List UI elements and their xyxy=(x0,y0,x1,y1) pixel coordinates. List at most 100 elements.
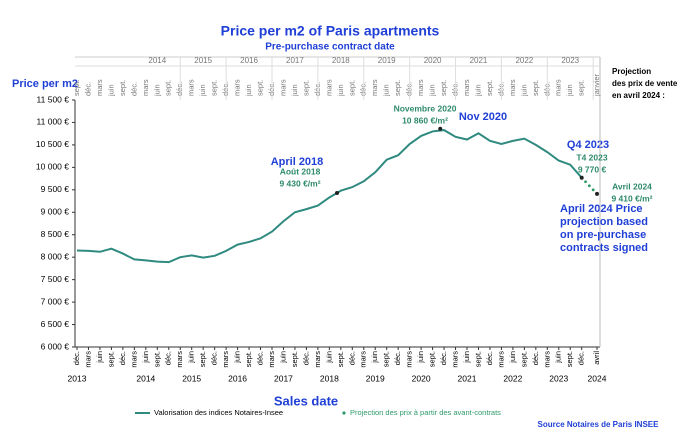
x-tick-label: mars xyxy=(405,351,414,368)
top-year-label: 2014 xyxy=(148,56,166,65)
top-tick-label: déc. xyxy=(129,82,138,96)
x-tick-label: mars xyxy=(175,351,184,368)
y-tick-label: 7 000 € xyxy=(41,296,70,306)
x-tick-label: mars xyxy=(542,351,551,368)
y-tick-label: 11 500 € xyxy=(37,94,70,104)
x-tick-label: déc. xyxy=(393,351,402,365)
side-note: en avril 2024 : xyxy=(612,91,665,100)
x-tick-label: juin xyxy=(278,351,287,364)
x-tick-label: mars xyxy=(313,351,322,368)
top-tick-label: déc. xyxy=(496,82,505,96)
annotation-dot xyxy=(438,126,443,131)
top-tick-label: mars xyxy=(370,79,379,96)
side-note: Projection xyxy=(612,67,651,76)
top-tick-label: sept. xyxy=(210,80,219,96)
x-year-label: 2019 xyxy=(366,373,385,383)
top-tick-label: déc. xyxy=(83,82,92,96)
x-tick-label: juin xyxy=(95,351,104,364)
top-year-label: 2023 xyxy=(561,56,579,65)
x-tick-label: déc. xyxy=(531,351,540,365)
top-tick-label: juin xyxy=(152,84,161,97)
note: Nov 2020 xyxy=(459,111,507,123)
y-tick-label: 8 000 € xyxy=(41,251,70,261)
x-tick-label: déc. xyxy=(72,351,81,365)
side-note: des prix de vente xyxy=(612,79,678,88)
x-year-label: 2023 xyxy=(549,373,568,383)
chart-title: Price per m2 of Paris apartments xyxy=(221,23,440,39)
x-tick-label: juin xyxy=(554,351,563,364)
top-tick-label: janvier xyxy=(592,73,601,97)
x-tick-label: juin xyxy=(187,351,196,364)
top-tick-label: déc. xyxy=(359,82,368,96)
annotation-label: 9 430 €/m² xyxy=(279,178,320,188)
top-year-label: 2020 xyxy=(424,56,442,65)
top-tick-label: déc. xyxy=(405,82,414,96)
x-tick-label: mars xyxy=(359,351,368,368)
x-tick-label: mars xyxy=(451,351,460,368)
y-tick-label: 8 500 € xyxy=(41,229,70,239)
x-tick-label: sept. xyxy=(244,351,253,367)
top-tick-label: sept. xyxy=(72,80,81,96)
annotation-dot xyxy=(579,175,584,180)
annotation-label: 9 410 €/m² xyxy=(611,193,652,203)
top-year-label: 2022 xyxy=(515,56,533,65)
note: April 2024 Price projection based on pre… xyxy=(560,203,649,254)
annotation-dot xyxy=(335,190,339,195)
x-year-label: 2017 xyxy=(274,373,293,383)
top-tick-label: déc. xyxy=(451,82,460,96)
x-tick-label: sept. xyxy=(565,351,574,367)
top-tick-label: mars xyxy=(508,79,517,96)
top-tick-label: juin xyxy=(382,84,391,97)
x-tick-label: déc. xyxy=(210,351,219,365)
top-year-label: 2015 xyxy=(194,56,212,65)
x-tick-label: déc. xyxy=(164,351,173,365)
x-year-label: 2014 xyxy=(136,373,155,383)
y-tick-label: 6 500 € xyxy=(41,319,70,329)
x-axis-title: Sales date xyxy=(274,393,338,408)
top-tick-label: juin xyxy=(565,84,574,97)
top-tick-label: sept. xyxy=(485,80,494,96)
y-tick-label: 11 000 € xyxy=(37,117,70,127)
top-tick-label: sept. xyxy=(256,80,265,96)
top-tick-label: mars xyxy=(95,79,104,96)
x-year-label: 2024 xyxy=(588,373,607,383)
x-tick-label: mars xyxy=(267,351,276,368)
top-tick-label: juin xyxy=(198,84,207,97)
annotation-dot xyxy=(595,191,599,196)
top-axis-title: Pre-purchase contract date xyxy=(265,42,395,53)
x-tick-label: déc. xyxy=(301,351,310,365)
top-tick-label: déc. xyxy=(542,82,551,96)
x-tick-label: mars xyxy=(496,351,505,368)
top-tick-label: mars xyxy=(554,79,563,96)
top-tick-label: déc. xyxy=(175,82,184,96)
top-tick-label: sept. xyxy=(531,80,540,96)
source: Source Notaires de Paris INSEE xyxy=(538,420,660,429)
top-tick-label: mars xyxy=(416,79,425,96)
note: Q4 2023 xyxy=(567,139,609,151)
x-year-label: 2015 xyxy=(182,373,201,383)
x-tick-label: juin xyxy=(324,351,333,364)
top-tick-label: mars xyxy=(141,79,150,96)
x-year-label: 2022 xyxy=(503,373,522,383)
y-tick-label: 9 500 € xyxy=(41,184,70,194)
annotation-label: 10 860 €/m² xyxy=(402,115,448,125)
top-year-label: 2019 xyxy=(378,56,396,65)
top-tick-label: juin xyxy=(519,84,528,97)
top-year-label: 2018 xyxy=(332,56,350,65)
top-tick-label: sept. xyxy=(577,80,586,96)
projection-dot xyxy=(591,188,595,192)
x-year-label: 2013 xyxy=(68,373,87,383)
top-tick-label: mars xyxy=(278,79,287,96)
legend-label: Valorisation des indices Notaires-Insee xyxy=(154,408,283,417)
top-tick-label: mars xyxy=(187,79,196,96)
x-tick-label: juin xyxy=(462,351,471,364)
top-tick-label: mars xyxy=(324,79,333,96)
top-year-label: 2017 xyxy=(286,56,304,65)
x-year-label: 2018 xyxy=(320,373,339,383)
x-tick-label: sept. xyxy=(152,351,161,367)
x-year-label: 2016 xyxy=(228,373,247,383)
top-year-label: 2016 xyxy=(240,56,258,65)
x-tick-label: juin xyxy=(141,351,150,364)
x-tick-label: sept. xyxy=(198,351,207,367)
y-tick-label: 10 000 € xyxy=(36,162,69,172)
